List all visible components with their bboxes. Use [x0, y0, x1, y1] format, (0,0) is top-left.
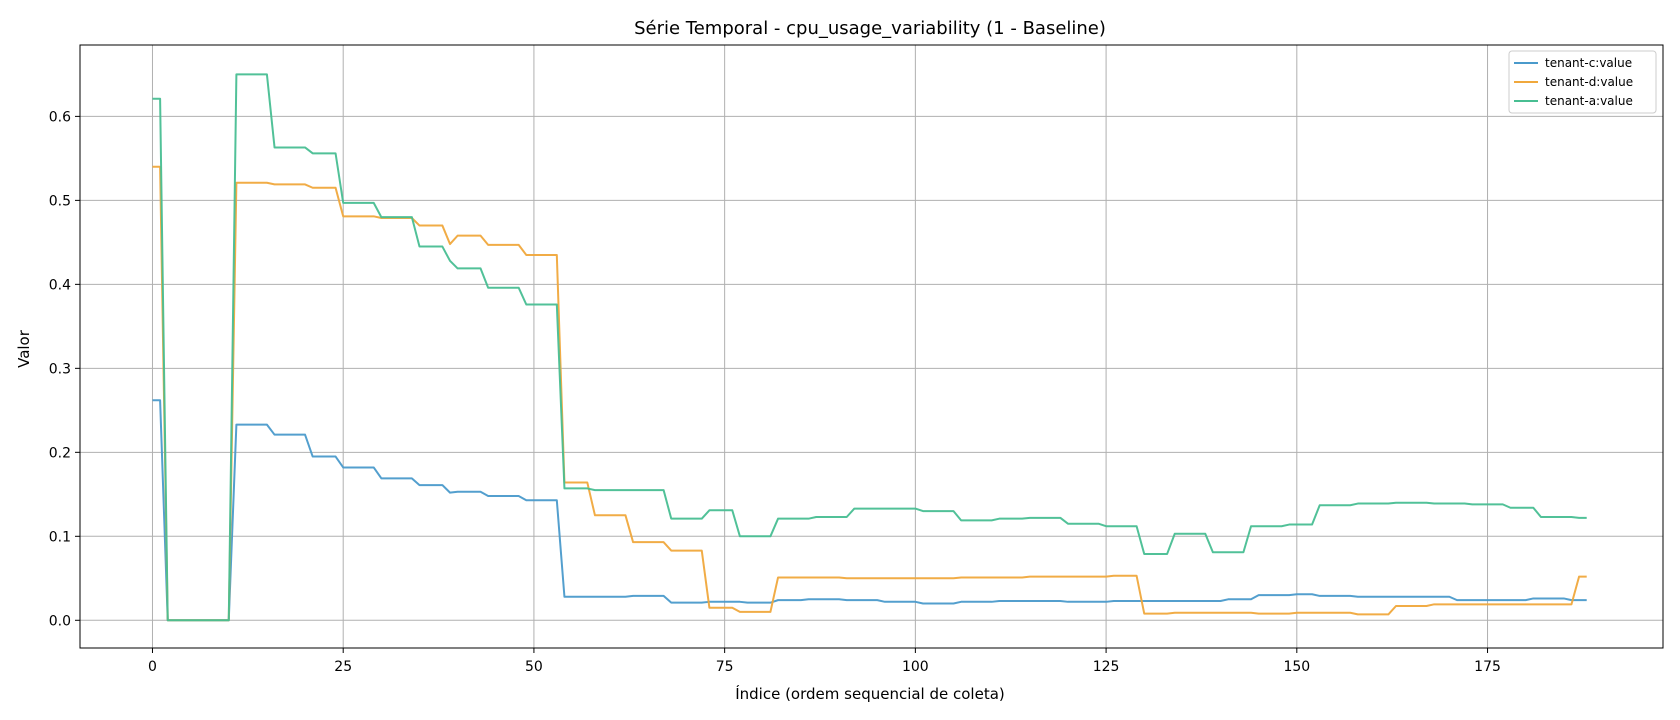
y-tick-label: 0.0: [49, 613, 71, 629]
x-tick-label: 100: [902, 659, 929, 675]
legend-label: tenant-a:value: [1545, 94, 1633, 108]
legend-box: [1508, 50, 1657, 114]
x-tick-label: 150: [1283, 659, 1310, 675]
legend-label: tenant-c:value: [1545, 56, 1632, 70]
series-line: [152, 73, 1587, 622]
y-tick-label: 0.3: [49, 361, 71, 377]
grid-lines: [80, 45, 1663, 648]
legend-label: tenant-d:value: [1545, 75, 1633, 89]
x-axis: 0 25 50 75 100 125 150 175: [148, 648, 1501, 675]
series-line: [152, 165, 1587, 622]
legend: tenant-c:value tenant-d:value tenant-a:val…: [1508, 50, 1657, 114]
x-tick-label: 75: [716, 659, 734, 675]
y-tick-label: 0.1: [49, 529, 71, 545]
x-tick-label: 25: [334, 659, 352, 675]
x-tick-label: 50: [525, 659, 543, 675]
y-tick-label: 0.6: [49, 109, 71, 125]
chart-title: Série Temporal - cpu_usage_variability (…: [634, 18, 1106, 39]
x-tick-label: 175: [1474, 659, 1501, 675]
y-axis-label: Valor: [15, 329, 33, 368]
y-axis: 0.0 0.1 0.2 0.3 0.4 0.5 0.6: [49, 109, 80, 629]
plot-area: [79, 44, 1664, 649]
x-axis-label: Índice (ordem sequencial de coleta): [735, 684, 1005, 703]
y-tick-label: 0.5: [49, 193, 71, 209]
series-lines: [152, 73, 1587, 622]
x-tick-label: 0: [148, 659, 157, 675]
y-tick-label: 0.2: [49, 445, 71, 461]
series-line: [152, 399, 1587, 622]
y-tick-label: 0.4: [49, 277, 71, 293]
x-tick-label: 125: [1093, 659, 1120, 675]
